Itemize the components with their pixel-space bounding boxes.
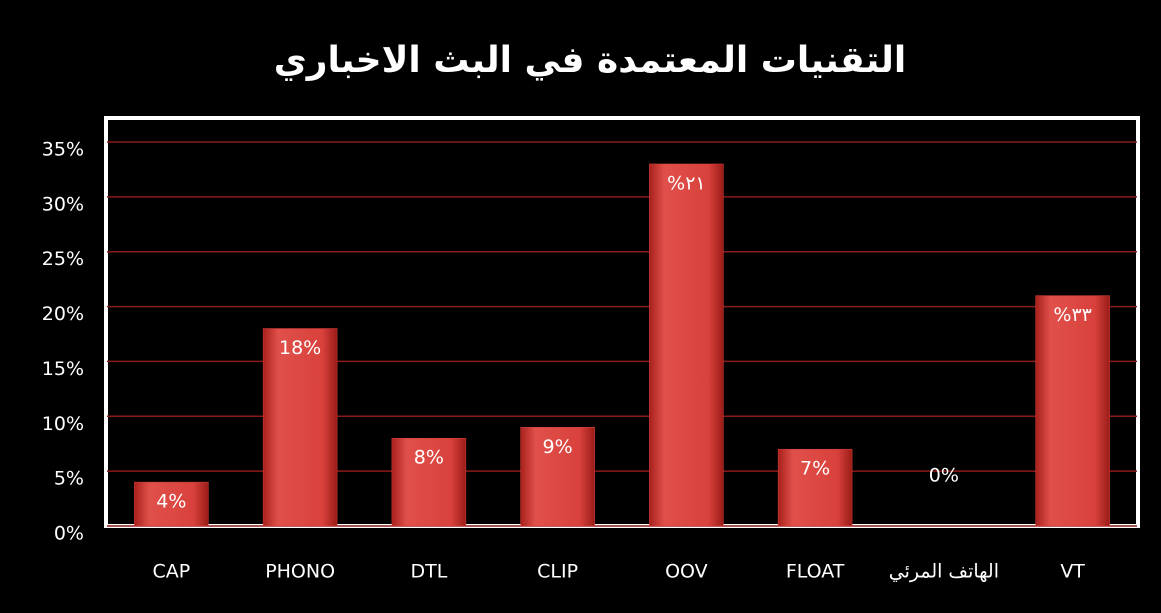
bar: [391, 437, 467, 527]
y-tick-label: 30%: [42, 193, 84, 215]
x-tick-label: OOV: [665, 561, 708, 583]
y-tick-label: 35%: [42, 139, 84, 161]
y-tick-label: 20%: [42, 303, 84, 325]
data-label: 9%: [543, 436, 573, 458]
data-label: 8%: [414, 447, 444, 469]
bar: [262, 328, 338, 527]
x-tick-label: DTL: [410, 561, 447, 583]
x-tick-label: VT: [1060, 561, 1085, 583]
y-tick-label: 5%: [54, 468, 84, 490]
y-tick-label: 0%: [54, 523, 84, 545]
bar: [777, 448, 853, 527]
y-tick-label: 10%: [42, 413, 84, 435]
bar: [134, 481, 209, 527]
y-tick-label: 25%: [42, 248, 84, 270]
x-tick-label: CLIP: [537, 561, 578, 583]
data-label: 18%: [279, 337, 321, 359]
x-tick-label: CAP: [153, 561, 191, 583]
data-label: 4%: [156, 491, 186, 513]
bar: [520, 427, 595, 527]
bar: [649, 163, 724, 527]
bar: [1035, 295, 1110, 527]
x-tick-label: FLOAT: [786, 561, 845, 583]
data-label: 0%: [929, 465, 959, 487]
chart-title: التقنيات المعتمدة في البث الاخباري: [274, 40, 907, 81]
data-label: %٢١: [667, 172, 705, 194]
y-tick-label: 15%: [42, 358, 84, 380]
x-tick-label: PHONO: [265, 561, 335, 583]
x-tick-label: الهاتف المرئي: [889, 561, 999, 583]
data-label: 7%: [800, 458, 830, 480]
data-label: %٣٣: [1053, 304, 1091, 326]
